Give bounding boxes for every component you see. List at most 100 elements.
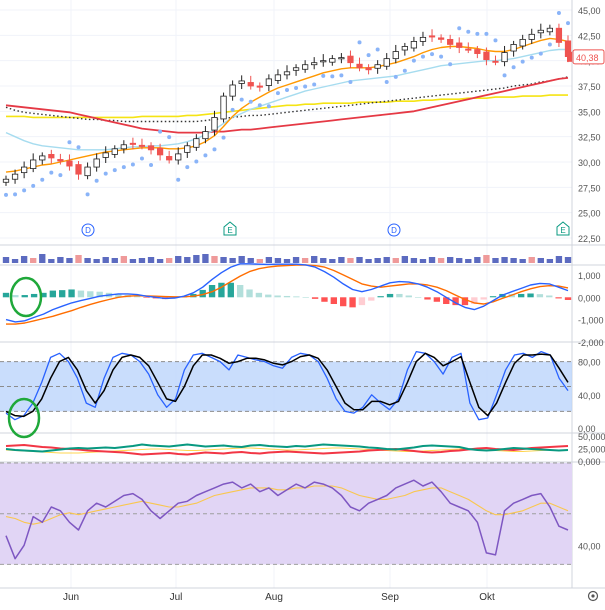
volume-bar: [57, 257, 64, 263]
psar-dot: [13, 192, 18, 197]
price-tick-label: 32,50: [578, 133, 601, 143]
volume-bar: [537, 258, 544, 263]
candle-body: [292, 67, 300, 71]
macd-histogram-bar: [405, 295, 412, 298]
macd-histogram-bar: [349, 297, 356, 308]
volume-bar: [519, 259, 526, 263]
ema-orange-line: [5, 37, 569, 173]
volume-bar: [301, 258, 309, 263]
volume-bar: [247, 258, 254, 263]
event-marker-house: [223, 221, 237, 236]
psar-dot: [547, 42, 552, 47]
volume-bar: [11, 259, 19, 263]
macd-histogram-bar: [30, 293, 38, 298]
volume-bar: [30, 258, 37, 263]
settings-gear-icon[interactable]: [587, 590, 599, 602]
candle-body: [311, 62, 318, 66]
psar-dot: [430, 52, 435, 57]
psar-dot: [239, 97, 244, 102]
volume-bar: [274, 258, 282, 263]
macd-histogram-bar: [368, 297, 375, 301]
candle-body: [120, 144, 127, 150]
volume-bar: [292, 257, 300, 263]
candle-body: [256, 85, 263, 88]
psar-dot: [31, 183, 36, 188]
macd-histogram-bar: [527, 293, 534, 298]
macd-histogram-bar: [396, 293, 403, 298]
macd-histogram-bar: [330, 297, 338, 304]
highlight-circle-stochastic: [7, 397, 41, 439]
ma-yellow-line: [6, 94, 568, 119]
candle-body: [193, 138, 200, 148]
macd-histogram-bar: [255, 292, 263, 298]
macd-histogram-bar: [49, 290, 57, 298]
macd-histogram-bar: [564, 297, 572, 300]
event-marker-dividend: D: [81, 223, 95, 237]
x-axis-label: Jun: [63, 592, 79, 603]
event-marker-label: E: [227, 226, 232, 235]
x-axis-label: Aug: [265, 592, 283, 603]
psar-dot: [248, 99, 253, 104]
volume-bar: [75, 255, 82, 263]
dmi-plus-line: [5, 443, 569, 453]
candle-body: [30, 159, 37, 169]
psar-dot: [375, 47, 380, 52]
axis-layer: 45,00 42,50 40,00 37,50 35,00 32,50 30,00 27,50…: [63, 6, 605, 603]
volume-bar: [138, 258, 146, 263]
volume-bar: [510, 258, 517, 263]
event-marker-circle: [387, 223, 401, 237]
candle-body: [156, 147, 164, 156]
psar-dot: [502, 73, 507, 78]
macd-histogram-bar: [517, 293, 525, 298]
candle-body: [102, 152, 109, 158]
candle-body: [111, 148, 118, 155]
macd-histogram-bar: [227, 282, 234, 298]
psar-dot: [402, 68, 407, 73]
macd-histogram-bar: [12, 295, 19, 298]
macd-histogram-bar: [40, 292, 47, 298]
psar-dot: [520, 59, 525, 64]
psar-dot: [167, 135, 172, 140]
volume-bar: [446, 257, 454, 263]
psar-dot: [384, 79, 389, 84]
psar-dot: [420, 54, 425, 59]
candle-body: [519, 38, 526, 47]
macd-histogram-bar: [443, 297, 450, 304]
volume-bar: [147, 257, 155, 263]
macd-histogram-bar: [480, 297, 487, 300]
psar-dot: [529, 55, 534, 60]
macd-histogram-bar: [414, 297, 422, 298]
volume-bar: [392, 258, 399, 263]
psar-dot: [266, 104, 271, 109]
psar-dot: [221, 135, 226, 140]
macd-histogram-bar: [283, 295, 291, 298]
macd-histogram-bar: [59, 290, 66, 298]
event-marker-dividend: D: [387, 223, 401, 237]
psar-dot: [312, 82, 317, 87]
dmi-tick-label: 25,000: [578, 445, 605, 455]
psar-dot: [121, 165, 126, 170]
macd-histogram-bar: [21, 295, 28, 298]
psar-dot: [49, 170, 54, 175]
volume-bar: [265, 257, 273, 263]
candle-body: [211, 117, 218, 131]
psar-dot: [393, 74, 398, 79]
candle-body: [21, 166, 28, 174]
psar-dot: [511, 65, 516, 70]
candle-body: [374, 64, 381, 69]
candle-body: [483, 51, 490, 61]
candle-body: [338, 57, 345, 60]
macd-histogram-bar: [546, 295, 553, 298]
event-marker-circle: [81, 223, 95, 237]
candle-body: [474, 49, 481, 54]
event-marker-label: D: [391, 226, 397, 235]
macd-histogram-bar: [199, 289, 206, 298]
candle-body: [447, 38, 454, 45]
price-tick-label: 30,00: [578, 158, 601, 168]
volume-bar: [401, 256, 409, 263]
price-tick-label: 27,50: [578, 183, 601, 193]
price-tick-label: 25,00: [578, 209, 601, 219]
candle-body: [138, 144, 146, 147]
price-tag-box: [572, 49, 605, 65]
bands-layer: [0, 361, 572, 565]
